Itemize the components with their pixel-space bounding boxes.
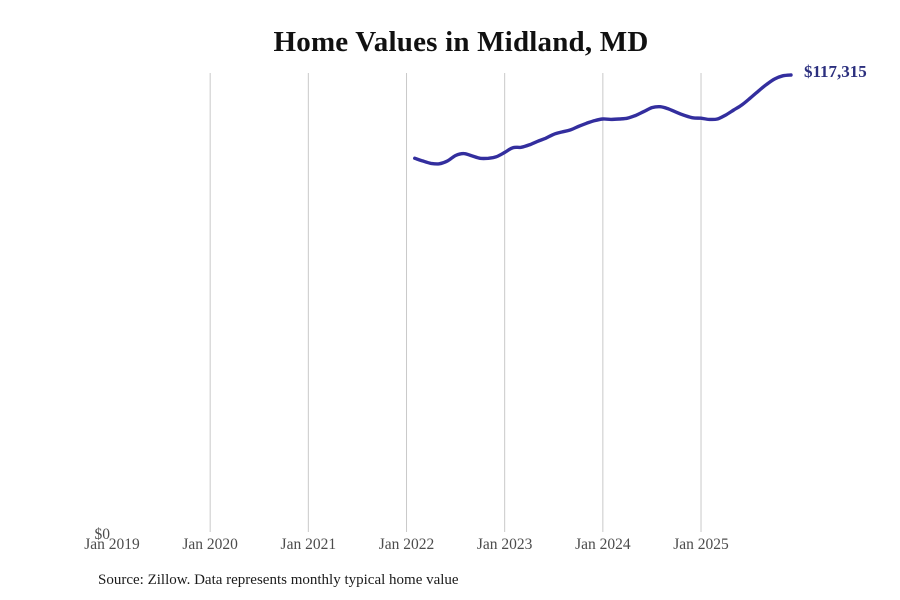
year-gridlines bbox=[209, 73, 702, 532]
x-tick-label: Jan 2021 bbox=[280, 536, 337, 553]
source-note: Source: Zillow. Data represents monthly … bbox=[98, 572, 459, 588]
x-tick-label: Jan 2022 bbox=[378, 536, 435, 553]
x-tick-label: Jan 2019 bbox=[84, 536, 140, 553]
chart-title: Home Values in Midland, MD bbox=[273, 26, 649, 58]
home-value-line bbox=[413, 73, 793, 166]
y-axis-zero-label: $0 bbox=[94, 526, 111, 543]
latest-value-label: $117,315 bbox=[804, 62, 867, 81]
x-tick-label: Jan 2024 bbox=[575, 536, 631, 553]
x-tick-label: Jan 2025 bbox=[673, 536, 729, 553]
x-tick-label: Jan 2023 bbox=[476, 536, 533, 553]
x-tick-label: Jan 2020 bbox=[182, 536, 238, 553]
